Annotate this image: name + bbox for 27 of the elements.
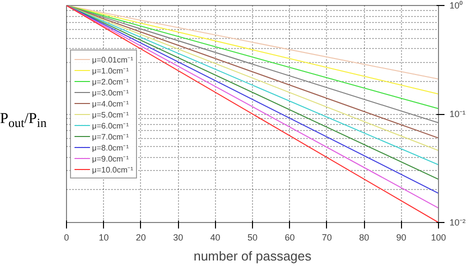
x-tick-label: 0 [64, 232, 70, 242]
legend-label: μ=6.0cm⁻¹ [92, 120, 129, 130]
x-tick-label: 90 [396, 232, 406, 242]
y-axis-title: P$_{out}$/P$_{in}$ [0, 110, 47, 132]
x-tick-label: 20 [136, 232, 146, 242]
y-tick-label: 10⁻² [450, 218, 466, 228]
legend-label: μ=10.0cm⁻¹ [92, 164, 134, 174]
x-tick-label: 40 [210, 232, 220, 242]
legend-label: μ=7.0cm⁻¹ [92, 131, 129, 141]
legend-label: μ=9.0cm⁻¹ [92, 153, 129, 163]
y-tick-label: 10⁰ [450, 0, 463, 10]
x-tick-label: 10 [98, 232, 109, 242]
x-tick-label: 60 [284, 232, 295, 242]
legend-label: μ=5.0cm⁻¹ [92, 109, 129, 119]
legend-label: μ=0.01cm⁻¹ [92, 54, 134, 64]
x-tick-label: 30 [173, 232, 184, 242]
legend-label: μ=3.0cm⁻¹ [92, 87, 129, 97]
legend-label: μ=4.0cm⁻¹ [92, 98, 129, 108]
x-tick-label: 50 [247, 232, 258, 242]
x-axis-title: number of passages [194, 248, 312, 264]
x-tick-label: 70 [322, 232, 332, 242]
y-tick-label: 10⁻¹ [450, 109, 466, 119]
x-tick-label: 100 [430, 232, 446, 242]
legend-label: μ=8.0cm⁻¹ [92, 142, 129, 152]
legend-label: μ=1.0cm⁻¹ [92, 65, 129, 75]
x-tick-label: 80 [359, 232, 370, 242]
legend-label: μ=2.0cm⁻¹ [92, 76, 129, 86]
